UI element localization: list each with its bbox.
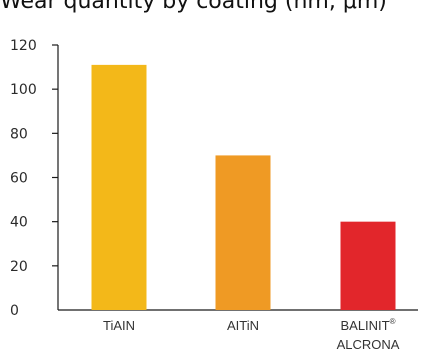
bar-3 — [340, 221, 396, 310]
x-category-label: BALINIT® — [340, 317, 395, 333]
x-category-label: TiAIN — [103, 318, 135, 333]
chart-title: Wear quantity by coating (nm, μm) — [0, 0, 387, 14]
y-tick-label: 40 — [10, 215, 28, 231]
x-category-label: AITiN — [227, 318, 259, 333]
y-tick-label: 100 — [10, 82, 37, 98]
y-tick-label: 80 — [10, 126, 28, 142]
bar-2 — [215, 155, 271, 310]
category-labels: TiAIN AITiN BALINIT® ALCRONA — [103, 317, 400, 352]
bars — [91, 64, 396, 310]
y-tick-label: 60 — [10, 171, 28, 187]
x-category-label: ALCRONA — [337, 337, 400, 352]
y-tick-label: 120 — [10, 38, 37, 54]
y-axis: 0 20 40 60 80 100 120 — [10, 38, 59, 319]
y-tick-label: 0 — [10, 303, 19, 319]
bar-1 — [91, 64, 147, 310]
y-tick-label: 20 — [10, 259, 28, 275]
